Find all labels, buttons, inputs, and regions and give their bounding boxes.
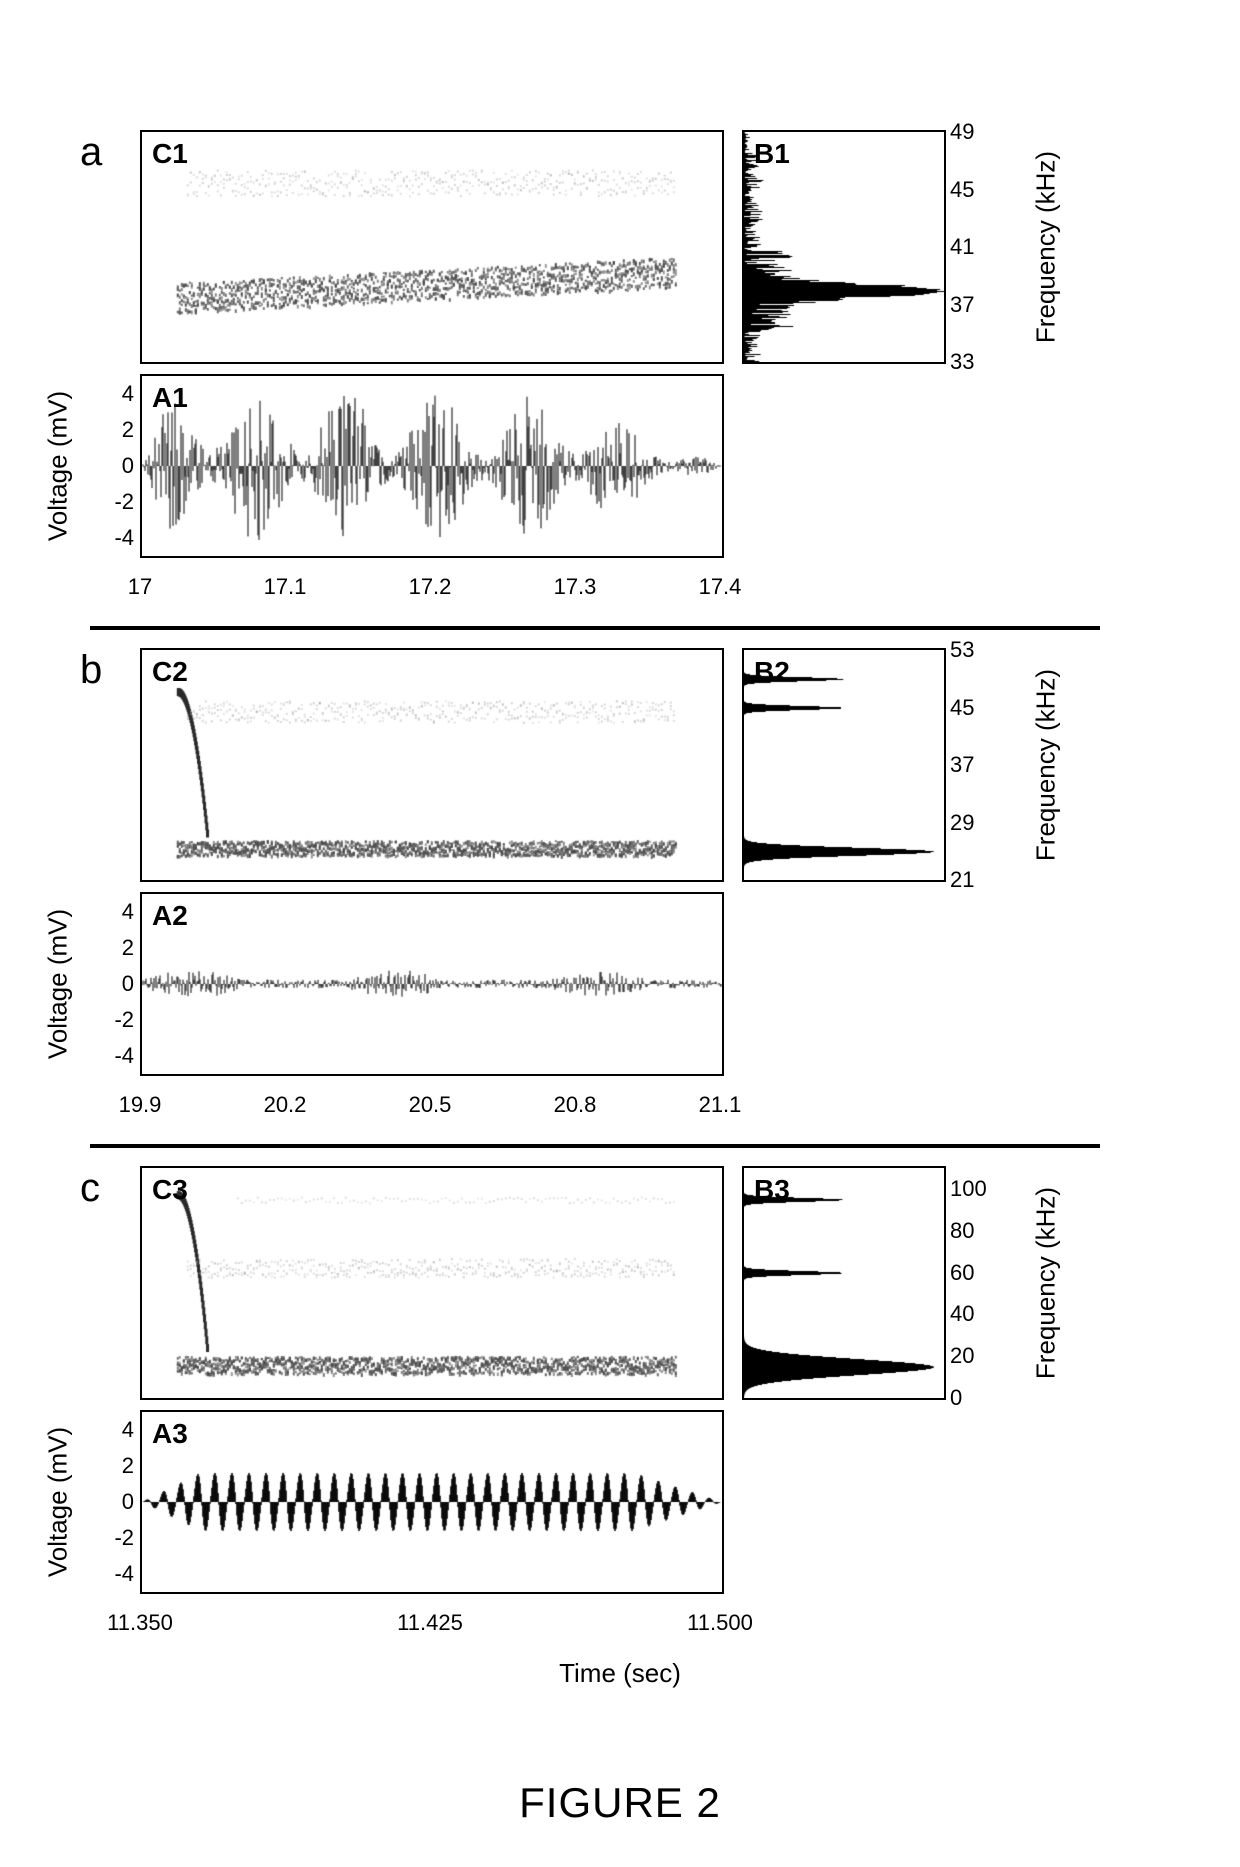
panel-label: c	[80, 1166, 100, 1211]
freq-tick: 37	[950, 752, 974, 778]
time-tick: 11.425	[397, 1610, 463, 1636]
time-tick: 17.2	[409, 574, 452, 600]
time-tick: 19.9	[119, 1092, 162, 1118]
freq-tick: 40	[950, 1301, 974, 1327]
voltage-tick: -2	[114, 489, 134, 515]
figure-caption: FIGURE 2	[140, 1779, 1100, 1827]
freq-tick: 80	[950, 1218, 974, 1244]
voltage-tick: -4	[114, 1043, 134, 1069]
voltage-tick: 0	[122, 971, 134, 997]
power-spectrum-box: B13337414549Frequency (kHz)	[742, 130, 946, 364]
panel-divider	[90, 1144, 1100, 1148]
freq-tick: 29	[950, 810, 974, 836]
voltage-tick: -4	[114, 1561, 134, 1587]
freq-tick: 33	[950, 349, 974, 375]
power-spectrum-box: B3020406080100Frequency (kHz)	[742, 1166, 946, 1400]
freq-tick: 60	[950, 1260, 974, 1286]
spectrogram-label: C3	[152, 1174, 188, 1206]
time-axis: 19.920.220.520.821.1	[140, 1086, 720, 1126]
spectrogram-box: C3	[140, 1166, 724, 1400]
voltage-tick: 0	[122, 453, 134, 479]
freq-tick: 45	[950, 177, 974, 203]
frequency-axis-label: Frequency (kHz)	[1031, 1187, 1062, 1379]
panel-a: aC1B13337414549Frequency (kHz)A1-4-2024V…	[140, 130, 1100, 630]
freq-tick: 49	[950, 119, 974, 145]
waveform-label: A2	[152, 900, 188, 932]
waveform-box: A3-4-2024Voltage (mV)	[140, 1410, 724, 1594]
voltage-axis-label: Voltage (mV)	[43, 391, 74, 541]
time-tick: 20.8	[554, 1092, 597, 1118]
waveform-box: A2-4-2024Voltage (mV)	[140, 892, 724, 1076]
panel-label: a	[80, 130, 102, 175]
panel-label: b	[80, 648, 102, 693]
shared-x-axis-label: Time (sec)	[140, 1658, 1100, 1689]
spectrogram-label: C2	[152, 656, 188, 688]
freq-tick: 20	[950, 1343, 974, 1369]
time-tick: 17	[128, 574, 152, 600]
freq-tick: 21	[950, 867, 974, 893]
time-axis: 11.35011.42511.500	[140, 1604, 720, 1644]
freq-tick: 0	[950, 1385, 962, 1411]
voltage-axis: -4-2024Voltage (mV)	[64, 1412, 142, 1592]
time-tick: 21.1	[699, 1092, 742, 1118]
power-spectrum-label: B3	[754, 1174, 790, 1206]
spectrogram-label: C1	[152, 138, 188, 170]
time-tick: 11.350	[107, 1610, 173, 1636]
voltage-tick: -4	[114, 525, 134, 551]
waveform-label: A1	[152, 382, 188, 414]
time-axis: 1717.117.217.317.4	[140, 568, 720, 608]
panel-divider	[90, 626, 1100, 630]
frequency-axis-label: Frequency (kHz)	[1031, 151, 1062, 343]
voltage-axis-label: Voltage (mV)	[43, 1427, 74, 1577]
panel-b: bC2B22129374553Frequency (kHz)A2-4-2024V…	[140, 648, 1100, 1148]
freq-tick: 41	[950, 234, 974, 260]
time-tick: 20.2	[264, 1092, 307, 1118]
voltage-tick: 4	[122, 1417, 134, 1443]
freq-tick: 37	[950, 292, 974, 318]
waveform-label: A3	[152, 1418, 188, 1450]
spectrogram-box: C2	[140, 648, 724, 882]
voltage-tick: 2	[122, 935, 134, 961]
waveform-box: A1-4-2024Voltage (mV)	[140, 374, 724, 558]
power-spectrum-label: B2	[754, 656, 790, 688]
time-tick: 17.1	[264, 574, 307, 600]
time-tick: 11.500	[687, 1610, 753, 1636]
figure-wrap: aC1B13337414549Frequency (kHz)A1-4-2024V…	[140, 130, 1100, 1827]
power-spectrum-label: B1	[754, 138, 790, 170]
voltage-tick: 0	[122, 1489, 134, 1515]
time-tick: 20.5	[409, 1092, 452, 1118]
frequency-axis: 020406080100Frequency (kHz)	[944, 1168, 1034, 1398]
voltage-tick: 2	[122, 1453, 134, 1479]
time-tick: 17.4	[699, 574, 742, 600]
panel-c: cC3B3020406080100Frequency (kHz)A3-4-202…	[140, 1166, 1100, 1644]
spectrogram-box: C1	[140, 130, 724, 364]
voltage-axis-label: Voltage (mV)	[43, 909, 74, 1059]
voltage-tick: -2	[114, 1525, 134, 1551]
time-tick: 17.3	[554, 574, 597, 600]
voltage-tick: 4	[122, 899, 134, 925]
voltage-tick: 4	[122, 381, 134, 407]
frequency-axis: 2129374553Frequency (kHz)	[944, 650, 1034, 880]
freq-tick: 100	[950, 1176, 987, 1202]
frequency-axis-label: Frequency (kHz)	[1031, 669, 1062, 861]
voltage-tick: -2	[114, 1007, 134, 1033]
voltage-axis: -4-2024Voltage (mV)	[64, 894, 142, 1074]
freq-tick: 45	[950, 695, 974, 721]
power-spectrum-box: B22129374553Frequency (kHz)	[742, 648, 946, 882]
voltage-tick: 2	[122, 417, 134, 443]
freq-tick: 53	[950, 637, 974, 663]
voltage-axis: -4-2024Voltage (mV)	[64, 376, 142, 556]
frequency-axis: 3337414549Frequency (kHz)	[944, 132, 1034, 362]
